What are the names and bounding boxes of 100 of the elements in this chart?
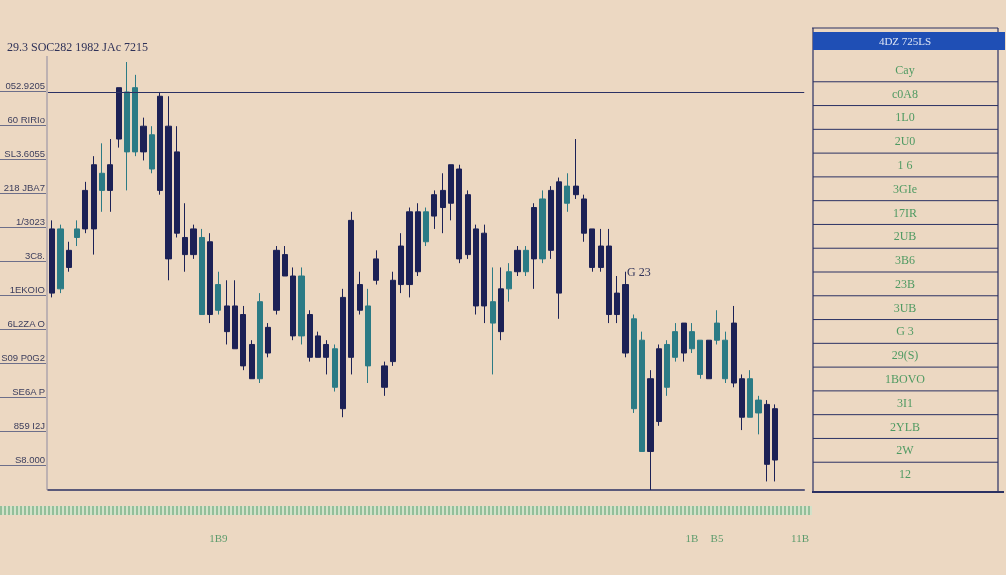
text: 4DZ 725LS — [878, 35, 932, 47]
candlestick — [165, 95, 172, 281]
candlestick — [606, 228, 612, 324]
candlestick — [257, 292, 263, 384]
candlestick — [564, 172, 570, 213]
candlestick — [747, 369, 753, 418]
x-tick-label: B5 — [710, 531, 724, 544]
candlestick — [681, 322, 687, 363]
text: S09 P0G2 — [1, 351, 45, 363]
candlestick — [381, 361, 388, 397]
text: SL3.6055 — [4, 147, 45, 159]
text: c0A8 — [892, 86, 918, 101]
candlestick — [631, 314, 637, 414]
candlestick — [124, 61, 130, 191]
text: 3I1 — [897, 395, 913, 410]
candlestick — [456, 164, 462, 264]
text: 3B6 — [894, 253, 916, 268]
x-tick-label: 1B — [685, 531, 699, 544]
candlestick — [57, 224, 64, 294]
text: 2U0 — [894, 134, 916, 149]
candlestick — [498, 266, 504, 341]
candlestick — [315, 331, 321, 358]
candlestick — [490, 266, 496, 375]
candlestick — [99, 142, 105, 213]
candlestick — [298, 266, 305, 345]
candlestick — [365, 288, 371, 384]
candlestick — [506, 262, 512, 303]
text: 218 JBA7 — [3, 181, 45, 193]
candlestick — [672, 322, 678, 363]
candlestick — [739, 373, 745, 431]
text: 1EKOIO — [9, 283, 45, 295]
candlestick — [689, 322, 695, 354]
candlestick — [66, 241, 72, 273]
candlestick — [531, 202, 537, 290]
text: 3C8. — [24, 249, 45, 261]
text: 1L0 — [895, 110, 915, 125]
text: 60 RIRIo — [7, 113, 45, 125]
candlestick — [357, 271, 363, 316]
candlestick — [573, 138, 579, 200]
candlestick — [656, 343, 662, 427]
candlestick — [240, 305, 246, 371]
text: 052.9205 — [5, 79, 45, 91]
candlestick — [647, 369, 654, 491]
candlestick — [448, 164, 454, 221]
text: G 3 — [896, 324, 914, 339]
candlestick — [614, 275, 620, 324]
candlestick — [307, 309, 313, 363]
text: Cay — [895, 62, 915, 77]
candlestick — [415, 202, 421, 277]
candlestick — [465, 189, 471, 260]
text: 1BOVO — [884, 372, 926, 386]
candlestick — [290, 266, 296, 341]
candlestick — [199, 228, 205, 316]
candlestick — [714, 309, 720, 345]
candlestick — [207, 232, 213, 324]
candlestick — [440, 172, 446, 234]
candlestick — [697, 339, 703, 380]
candlestick — [215, 271, 221, 316]
candlestick — [82, 181, 88, 234]
candlestick — [182, 202, 188, 273]
candlestick — [556, 177, 562, 320]
candlestick — [232, 279, 238, 350]
candlestick — [157, 91, 163, 196]
candlestick — [722, 331, 728, 384]
text: 859 I2J — [13, 419, 46, 431]
candlestick — [764, 399, 770, 482]
x-tick-label: 1B9 — [209, 531, 229, 544]
candlestick — [224, 279, 230, 345]
candlestick — [423, 207, 429, 247]
candlestick — [116, 87, 122, 149]
text: S8.000 — [14, 453, 45, 465]
text: 1/3023 — [15, 215, 45, 227]
candlestick — [548, 185, 554, 260]
text: 1 6 — [897, 158, 913, 172]
candlestick — [91, 155, 97, 256]
candlestick — [398, 232, 404, 294]
text: 29(S) — [891, 348, 919, 363]
candlestick — [49, 219, 55, 298]
candlestick — [282, 245, 288, 277]
candlestick — [622, 271, 629, 358]
candlestick — [140, 117, 147, 161]
candlestick — [772, 403, 778, 482]
candlestick — [74, 219, 80, 247]
text: 17IR — [893, 205, 917, 220]
text: 23B — [894, 276, 916, 291]
candlestick — [340, 288, 346, 418]
candlestick — [431, 189, 437, 230]
candlestick — [174, 125, 180, 238]
candlestick — [107, 138, 113, 213]
text: 2W — [896, 443, 915, 458]
candlestick — [639, 331, 645, 452]
candlestick — [332, 343, 338, 393]
candlestick — [249, 339, 255, 380]
candlestick — [514, 245, 521, 277]
candlestick — [373, 249, 379, 286]
candlestick — [581, 194, 587, 243]
text: SE6A P — [12, 385, 45, 397]
candlestick — [589, 228, 595, 273]
text: 2YLB — [890, 419, 920, 434]
candlestick — [706, 339, 712, 380]
